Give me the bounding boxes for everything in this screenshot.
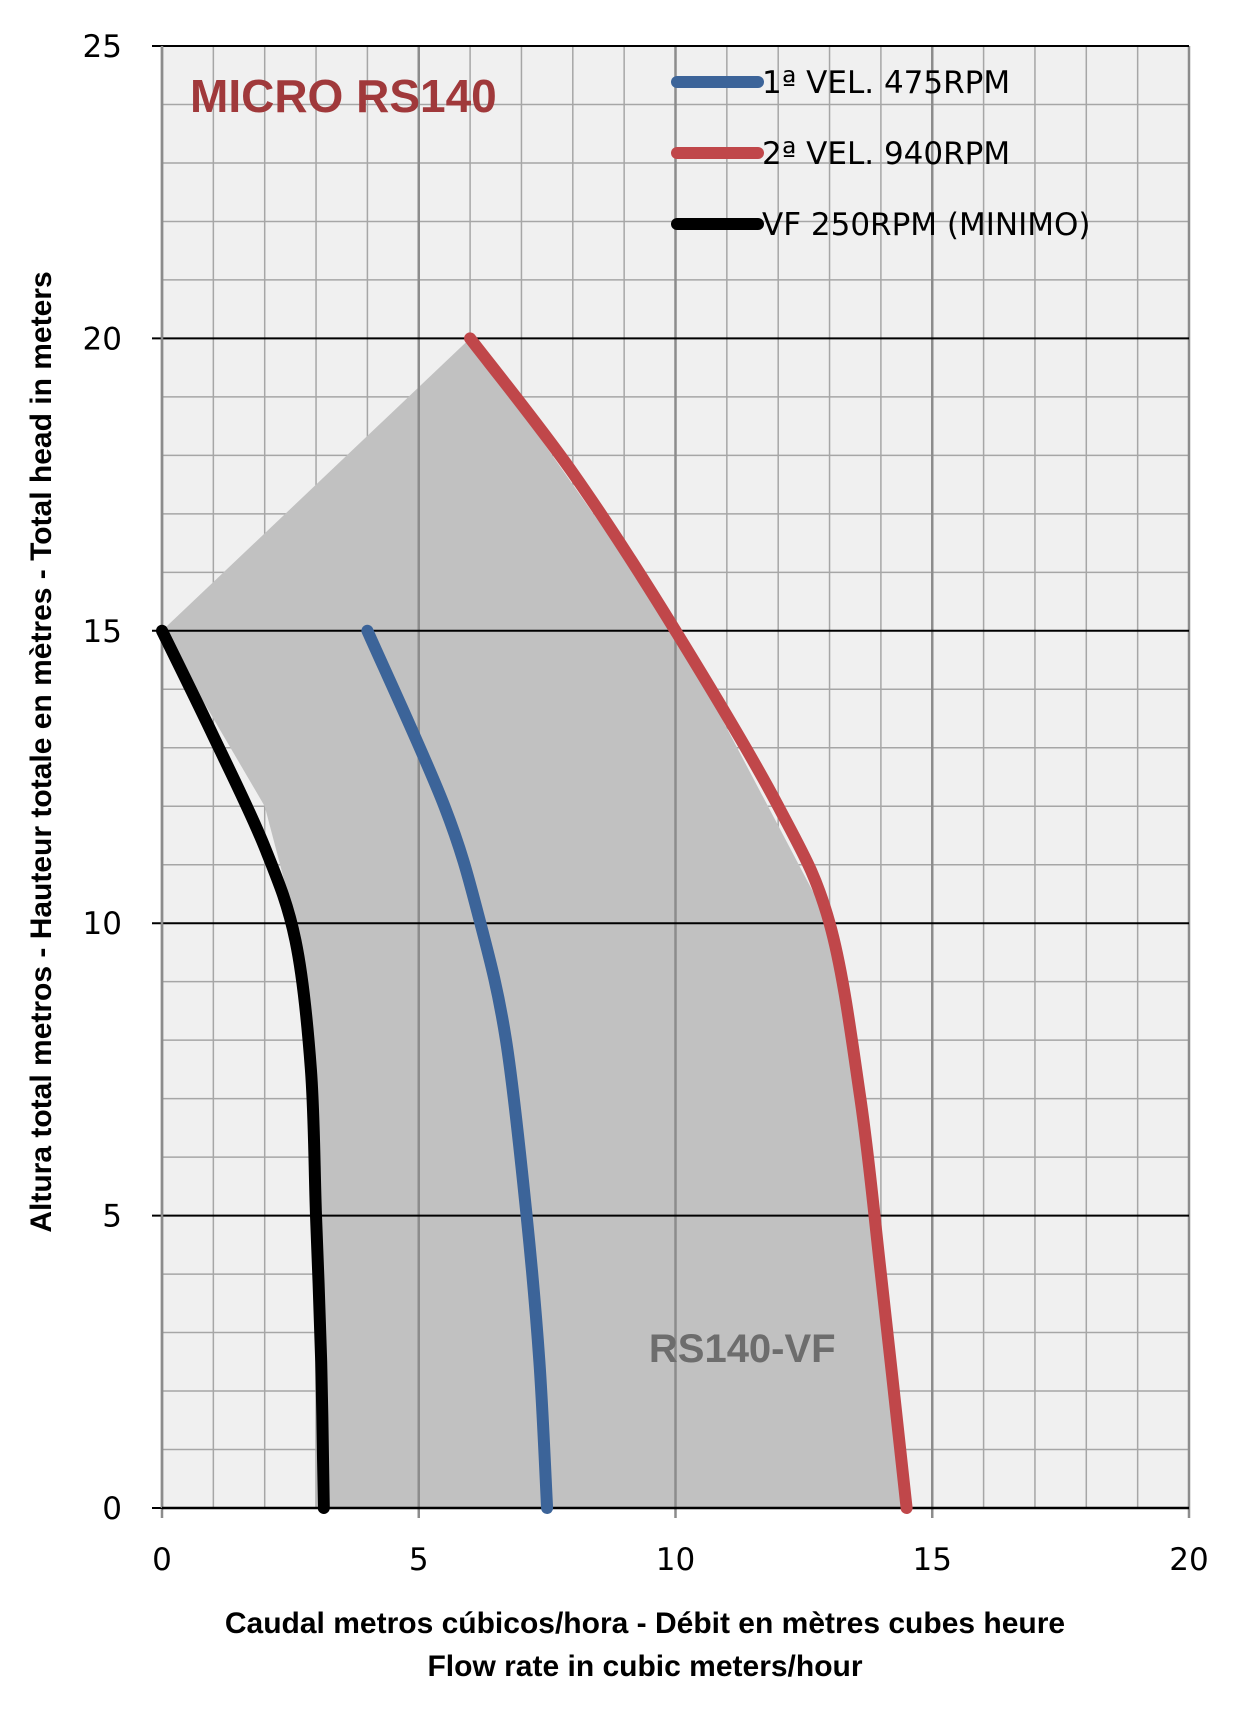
legend-label-3: VF 250RPM (MINIMO) — [762, 207, 1090, 243]
x-tick-label: 15 — [913, 1542, 952, 1578]
x-tick-label: 5 — [409, 1542, 429, 1578]
y-tick-label: 0 — [102, 1491, 122, 1527]
y-axis-title: Altura total metros - Hauteur totale en … — [25, 271, 58, 1232]
y-tick-label: 5 — [102, 1199, 122, 1235]
series-lines — [156, 332, 913, 1514]
legend-label-1: 1ª VEL. 475RPM — [762, 65, 1010, 101]
x-tick-label: 10 — [656, 1542, 695, 1578]
x-axis-title: Caudal metros cúbicos/hora - Débit en mè… — [225, 1607, 1065, 1640]
series-line-1 — [361, 624, 554, 1514]
x-tick-label: 20 — [1169, 1542, 1208, 1578]
y-tick-label: 20 — [83, 321, 122, 357]
legend: 1ª VEL. 475RPM 2ª VEL. 940RPM VF 250RPM (M… — [671, 65, 1090, 243]
x-axis-title-line2: Flow rate in cubic meters/hour — [427, 1650, 862, 1683]
x-tick-labels: 0 5 10 15 20 — [152, 1542, 1209, 1578]
chart-title: MICRO RS140 — [190, 70, 497, 122]
legend-label-2: 2ª VEL. 940RPM — [762, 136, 1010, 172]
y-tick-label: 25 — [83, 29, 122, 65]
series-line-2 — [464, 332, 913, 1514]
y-tick-label: 15 — [83, 614, 122, 650]
series-line-3 — [156, 624, 330, 1514]
y-tick-label: 10 — [83, 906, 122, 942]
region-label: RS140-VF — [649, 1327, 836, 1371]
x-tick-label: 0 — [152, 1542, 172, 1578]
major-gridlines — [152, 45, 1191, 1518]
y-tick-labels: 0 5 10 15 20 25 — [83, 29, 122, 1527]
